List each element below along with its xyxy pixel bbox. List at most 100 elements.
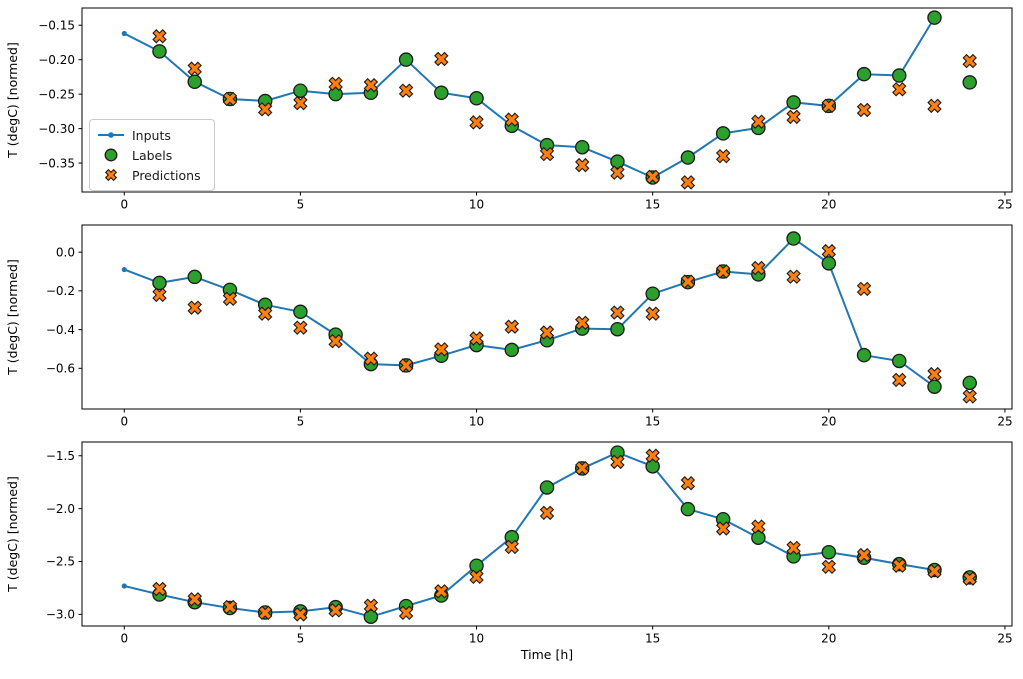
subplot-1: 0 5 10 15 20 25 −0.15 −0.20 −0.25 −0.30 −0.35 <box>38 7 1013 212</box>
prediction-point <box>856 547 872 563</box>
prediction-point <box>328 76 343 92</box>
prediction-point <box>892 82 907 97</box>
label-point <box>187 74 202 89</box>
x-tick-label: 0 <box>120 415 128 429</box>
prediction-point <box>856 281 872 297</box>
prediction-point <box>575 461 590 476</box>
x-axis-label: Time [h] <box>520 647 574 662</box>
label-point <box>786 95 801 110</box>
prediction-point <box>892 558 907 573</box>
y-tick-label: −0.25 <box>38 87 75 101</box>
labels-marker-icon <box>104 148 118 162</box>
subplot-2: 0 5 10 15 20 25 0.0 −0.2 −0.4 −0.6 <box>46 224 1013 429</box>
prediction-point <box>152 287 167 303</box>
predictions-points <box>152 243 977 404</box>
label-point <box>751 530 766 545</box>
label-point <box>962 75 977 90</box>
prediction-point <box>610 454 625 470</box>
axes-border <box>81 7 1013 193</box>
prediction-point <box>821 98 837 114</box>
x-tick-label: 25 <box>997 198 1012 212</box>
y-tick-label: −0.2 <box>46 284 75 298</box>
label-point <box>398 52 414 67</box>
prediction-point <box>786 269 801 284</box>
prediction-point <box>293 95 308 111</box>
label-point <box>434 85 449 101</box>
label-point <box>610 321 625 337</box>
y-tick-label: −0.20 <box>38 53 75 67</box>
y-tick-label: 0.0 <box>56 245 75 259</box>
prediction-point <box>152 581 167 597</box>
label-point <box>574 139 590 155</box>
label-point <box>469 558 484 573</box>
prediction-point <box>680 476 696 491</box>
prediction-point <box>575 157 590 173</box>
prediction-point <box>504 319 519 334</box>
prediction-point <box>927 98 942 114</box>
prediction-point <box>892 372 907 388</box>
prediction-point <box>751 260 766 276</box>
prediction-point <box>962 571 977 586</box>
plot-area <box>82 225 1012 409</box>
prediction-point <box>434 342 449 357</box>
label-point <box>680 501 696 517</box>
y-tick-label: −0.35 <box>38 156 75 170</box>
y-tick-label: −0.30 <box>38 122 75 136</box>
prediction-point <box>257 102 273 117</box>
prediction-point <box>856 102 872 118</box>
x-tick-label: 10 <box>469 198 484 212</box>
prediction-point <box>504 539 519 555</box>
x-ticks: 0 5 10 15 20 25 <box>120 409 1013 429</box>
label-point <box>293 304 308 320</box>
x-tick-label: 0 <box>120 198 128 212</box>
prediction-point <box>328 334 343 349</box>
prediction-point <box>680 274 696 289</box>
label-point <box>821 256 837 271</box>
y-tick-label: −2.5 <box>46 555 75 569</box>
label-point <box>539 480 555 495</box>
label-point <box>645 286 660 302</box>
prediction-point <box>469 115 484 130</box>
y-tick-label: −2.0 <box>46 502 75 516</box>
label-point <box>504 342 520 358</box>
legend-item-predictions: Predictions <box>96 165 206 185</box>
prediction-point <box>962 389 977 404</box>
label-point <box>152 275 167 291</box>
x-tick-label: 10 <box>469 632 484 646</box>
y-tick-label: −0.6 <box>46 362 75 376</box>
label-point <box>645 459 660 474</box>
x-tick-label: 5 <box>297 415 305 429</box>
legend-label-predictions: Predictions <box>132 167 201 183</box>
prediction-point <box>187 61 202 76</box>
label-point <box>786 231 801 246</box>
input-point <box>121 30 127 37</box>
prediction-point <box>927 366 942 382</box>
prediction-point <box>539 325 555 340</box>
x-ticks: 0 5 10 15 20 25 <box>120 626 1013 646</box>
label-point <box>363 609 379 624</box>
label-point <box>927 10 942 25</box>
x-tick-label: 20 <box>821 198 836 212</box>
prediction-point <box>715 264 731 279</box>
prediction-point <box>962 53 977 69</box>
prediction-point <box>434 51 449 67</box>
prediction-point <box>927 564 942 579</box>
label-point <box>962 375 977 391</box>
prediction-point <box>715 521 731 536</box>
predictions-marker-icon <box>104 168 118 182</box>
prediction-point <box>539 505 555 521</box>
legend-item-inputs: Inputs <box>96 125 206 145</box>
x-tick-label: 5 <box>297 198 305 212</box>
y-tick-label: −3.0 <box>46 608 75 622</box>
prediction-point <box>152 29 167 44</box>
subplot-3: 0 5 10 15 20 25 −1.5 −2.0 −2.5 −3.0 <box>46 441 1013 646</box>
label-point <box>152 44 167 59</box>
prediction-point <box>222 91 238 107</box>
label-point <box>927 379 942 394</box>
x-tick-label: 5 <box>297 632 305 646</box>
x-tick-label: 20 <box>821 632 836 646</box>
x-tick-label: 20 <box>821 415 836 429</box>
legend-label-inputs: Inputs <box>132 127 171 143</box>
prediction-point <box>363 77 379 93</box>
